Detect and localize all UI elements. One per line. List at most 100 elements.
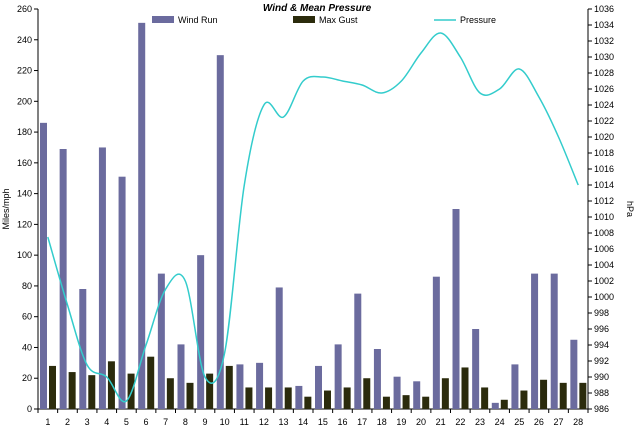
y2-tick-label: 996 xyxy=(594,324,609,334)
y2-tick-label: 1010 xyxy=(594,212,614,222)
x-tick-label: 16 xyxy=(337,417,347,427)
wind-run-bar xyxy=(570,339,578,409)
x-tick-label: 4 xyxy=(104,417,109,427)
y2-tick-label: 1024 xyxy=(594,100,614,110)
x-tick-label: 3 xyxy=(85,417,90,427)
y-axis-label: Miles/mph xyxy=(1,188,11,229)
y2-tick-label: 1018 xyxy=(594,148,614,158)
max-gust-bar xyxy=(422,396,430,409)
x-tick-label: 24 xyxy=(495,417,505,427)
y2-tick-label: 1016 xyxy=(594,164,614,174)
y2-tick-label: 1002 xyxy=(594,276,614,286)
max-gust-bar xyxy=(559,382,567,409)
x-tick-label: 17 xyxy=(357,417,367,427)
y2-tick-label: 988 xyxy=(594,388,609,398)
wind-run-bar xyxy=(432,276,440,409)
max-gust-bar xyxy=(49,365,56,409)
y2-tick-label: 1022 xyxy=(594,116,614,126)
y-tick-label: 220 xyxy=(17,66,32,76)
pressure-line xyxy=(47,32,579,403)
y-tick-label: 80 xyxy=(22,281,32,291)
wind-run-bar xyxy=(315,365,322,409)
max-gust-bar xyxy=(88,375,96,409)
max-gust-bar xyxy=(225,365,233,409)
legend-swatch xyxy=(293,16,315,23)
max-gust-bar xyxy=(382,396,390,409)
x-tick-label: 5 xyxy=(124,417,129,427)
max-gust-bar xyxy=(68,372,76,409)
max-gust-bar xyxy=(147,356,155,409)
wind-run-bar xyxy=(216,55,224,410)
x-tick-label: 1 xyxy=(45,417,50,427)
x-tick-label: 18 xyxy=(377,417,387,427)
y2-tick-label: 1036 xyxy=(594,4,614,14)
y2-tick-label: 994 xyxy=(594,340,609,350)
wind-run-bar xyxy=(452,209,460,409)
y-tick-label: 180 xyxy=(17,127,32,137)
wind-run-bar xyxy=(531,273,539,409)
y2-tick-label: 1030 xyxy=(594,52,614,62)
wind-run-bar xyxy=(393,376,401,409)
y2-tick-label: 1020 xyxy=(594,132,614,142)
chart-title: Wind & Mean Pressure xyxy=(263,3,372,14)
wind-run-bar xyxy=(98,147,106,409)
y2-tick-label: 998 xyxy=(594,308,609,318)
wind-run-bar xyxy=(511,364,519,409)
max-gust-bar xyxy=(324,390,331,409)
x-tick-label: 15 xyxy=(318,417,328,427)
y-tick-label: 200 xyxy=(17,96,32,106)
x-tick-label: 22 xyxy=(455,417,465,427)
y2-tick-label: 1006 xyxy=(594,244,614,254)
wind-run-bar xyxy=(157,273,165,409)
y2-tick-label: 1012 xyxy=(594,196,614,206)
bars xyxy=(40,22,587,410)
legend-label: Pressure xyxy=(460,15,496,25)
y2-tick-label: 1014 xyxy=(594,180,614,190)
wind-run-bar xyxy=(59,149,67,409)
x-tick-label: 12 xyxy=(259,417,269,427)
x-tick-label: 11 xyxy=(240,417,249,427)
wind-run-bar xyxy=(138,22,146,409)
max-gust-bar xyxy=(284,387,292,409)
wind-run-bar xyxy=(413,381,421,409)
x-tick-label: 9 xyxy=(202,417,207,427)
y-tick-label: 60 xyxy=(22,312,32,322)
x-tick-label: 2 xyxy=(65,417,70,427)
y2-tick-label: 1026 xyxy=(594,84,614,94)
y2-tick-label: 1000 xyxy=(594,292,614,302)
max-gust-bar xyxy=(265,387,273,409)
pressure-line-group xyxy=(47,32,579,403)
x-tick-label: 10 xyxy=(220,417,230,427)
wind-run-bar xyxy=(354,293,362,409)
wind-run-bar xyxy=(79,289,87,409)
wind-run-bar xyxy=(275,287,283,409)
wind-run-bar xyxy=(177,344,185,409)
y-tick-label: 20 xyxy=(22,373,32,383)
y-tick-label: 260 xyxy=(17,4,32,14)
wind-run-bar xyxy=(118,176,126,409)
y-tick-label: 240 xyxy=(17,35,32,45)
wind-run-bar xyxy=(334,344,342,409)
wind-run-bar xyxy=(40,122,47,409)
wind-run-bar xyxy=(472,329,480,409)
y2-axis-label: hPa xyxy=(625,201,635,217)
y-tick-label: 100 xyxy=(17,250,32,260)
x-tick-label: 20 xyxy=(416,417,426,427)
axes: 0204060801001201401601802002202402609869… xyxy=(17,4,614,427)
wind-run-bar xyxy=(197,255,205,409)
x-tick-label: 8 xyxy=(183,417,188,427)
legend: Wind Run Max Gust Pressure xyxy=(152,15,496,25)
y-tick-label: 140 xyxy=(17,189,32,199)
wind-run-bar xyxy=(236,364,244,409)
y2-tick-label: 990 xyxy=(594,372,609,382)
legend-label: Wind Run xyxy=(178,15,218,25)
max-gust-bar xyxy=(363,378,371,409)
x-tick-label: 27 xyxy=(554,417,564,427)
max-gust-bar xyxy=(245,387,253,409)
max-gust-bar xyxy=(481,387,489,409)
max-gust-bar xyxy=(304,396,312,409)
max-gust-bar xyxy=(540,379,548,409)
max-gust-bar xyxy=(441,378,449,409)
y2-tick-label: 992 xyxy=(594,356,609,366)
